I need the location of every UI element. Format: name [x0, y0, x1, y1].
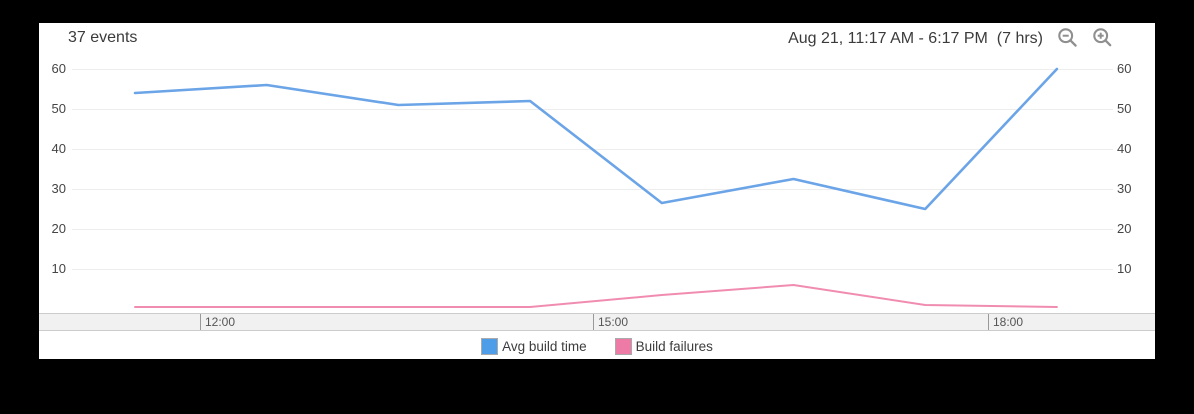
- time-range-label: Aug 21, 11:17 AM - 6:17 PM (7 hrs): [788, 30, 1043, 47]
- chart-card: 37 events Aug 21, 11:17 AM - 6:17 PM (7 …: [39, 23, 1155, 359]
- x-tick-label: 12:00: [205, 315, 236, 329]
- gridline: [72, 268, 1113, 270]
- x-tick: [593, 314, 594, 330]
- gridline: [72, 108, 1113, 110]
- x-tick: [200, 314, 201, 330]
- plot-area: 10 10 20 20 30 30 40 40 50 50 60 60 12:00 15:00 18:00: [39, 23, 1155, 359]
- gridline: [72, 68, 1113, 70]
- build-failures-line: [134, 284, 1058, 308]
- y-tick-label-right: 50: [1117, 101, 1132, 116]
- zoom-in-icon: [1092, 27, 1113, 51]
- y-tick-label-left: 30: [51, 181, 66, 196]
- gridline: [72, 188, 1113, 190]
- legend-item-build-failures[interactable]: Build failures: [614, 337, 713, 355]
- y-tick-label-right: 40: [1117, 141, 1132, 156]
- zoom-out-button[interactable]: [1056, 28, 1078, 50]
- y-tick-label-right: 10: [1117, 261, 1132, 276]
- y-tick-label-left: 40: [51, 141, 66, 156]
- zoom-in-button[interactable]: [1091, 28, 1113, 50]
- header-right: Aug 21, 11:17 AM - 6:17 PM (7 hrs): [788, 28, 1113, 50]
- x-tick-label: 18:00: [993, 315, 1024, 329]
- build-failures-swatch: [614, 337, 632, 355]
- y-tick-label-right: 60: [1117, 61, 1132, 76]
- legend-label: Build failures: [635, 338, 713, 354]
- x-tick-label: 15:00: [598, 315, 629, 329]
- y-tick-label-left: 60: [51, 61, 66, 76]
- y-tick-label-left: 10: [51, 261, 66, 276]
- x-tick: [988, 314, 989, 330]
- legend: Avg build time Build failures: [39, 337, 1155, 355]
- avg-build-time-swatch: [481, 337, 499, 355]
- y-tick-label-left: 50: [51, 101, 66, 116]
- legend-item-avg-build-time[interactable]: Avg build time: [481, 337, 587, 355]
- events-count: 37 events: [68, 29, 138, 46]
- zoom-out-icon: [1057, 27, 1078, 51]
- avg-build-time-line: [133, 67, 1059, 211]
- x-axis-band[interactable]: 12:00 15:00 18:00: [39, 313, 1155, 331]
- series-lines: [133, 67, 1059, 308]
- y-tick-label-left: 20: [51, 221, 66, 236]
- y-tick-label-right: 20: [1117, 221, 1132, 236]
- y-tick-label-right: 30: [1117, 181, 1132, 196]
- gridline: [72, 228, 1113, 230]
- legend-label: Avg build time: [502, 338, 587, 354]
